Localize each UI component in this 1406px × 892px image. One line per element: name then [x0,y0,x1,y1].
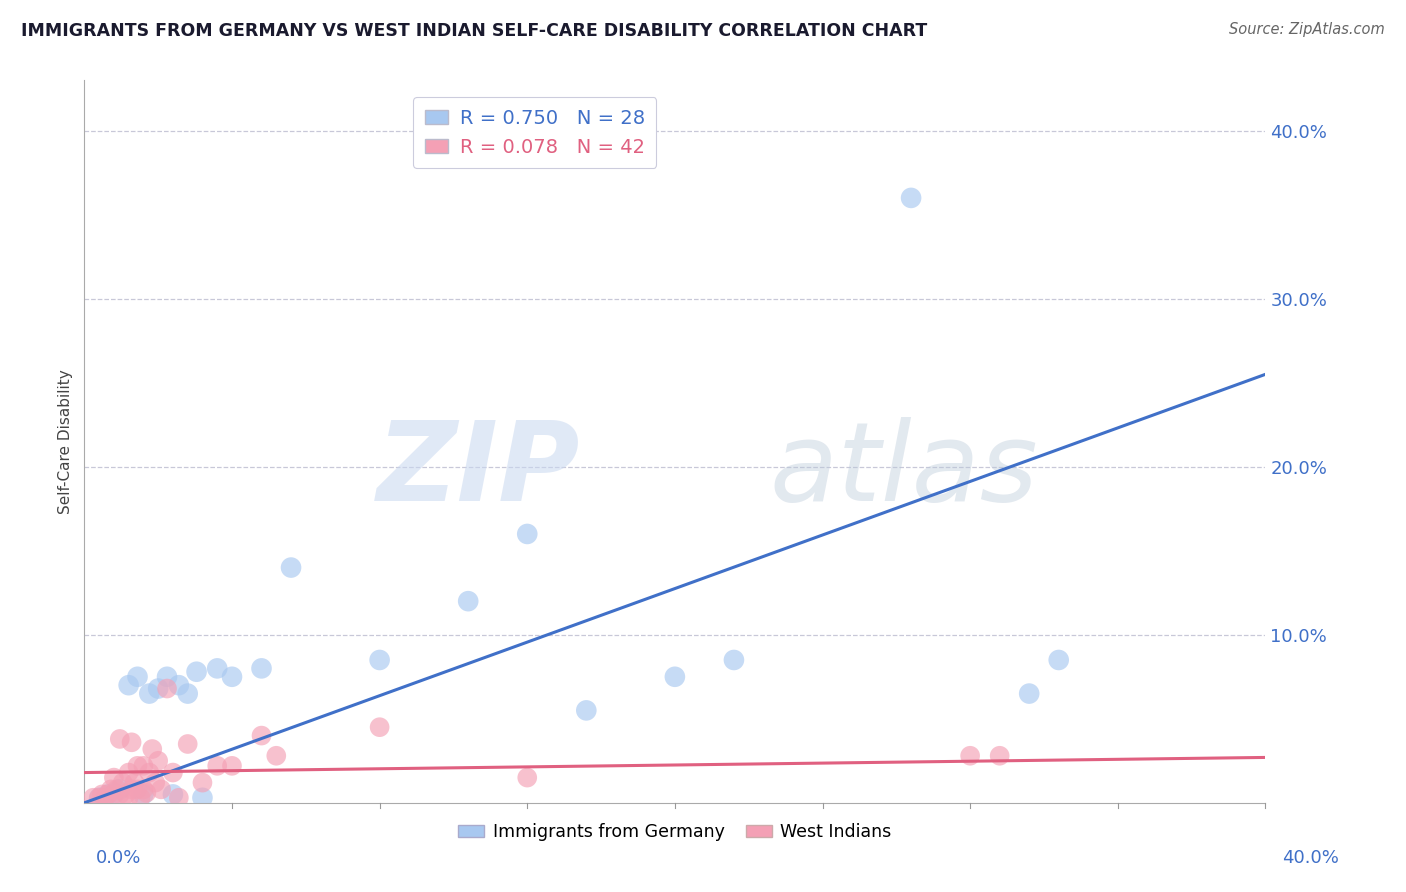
Point [127,759,149,773]
Point [148,754,170,768]
Point [1047,653,1070,667]
Point [121,782,143,797]
Point [143,775,166,789]
Point [156,670,179,684]
Point [162,788,184,802]
Point [114,788,136,802]
Point [127,782,149,797]
Point [87,790,111,805]
Point [124,775,146,789]
Point [516,527,538,541]
Point [91,788,114,802]
Point [132,788,155,802]
Point [368,653,391,667]
Point [135,786,157,800]
Point [207,661,229,675]
Point [132,759,155,773]
Text: ZIP: ZIP [377,417,581,524]
Point [103,788,125,802]
Point [97,788,120,802]
Point [148,681,170,696]
Point [127,670,149,684]
Point [988,748,1011,763]
Point [94,790,117,805]
Point [118,765,141,780]
Point [100,782,122,797]
Point [1018,687,1040,701]
Text: 40.0%: 40.0% [1282,849,1339,867]
Point [138,687,160,701]
Point [266,748,288,763]
Point [82,790,104,805]
Point [900,191,922,205]
Point [516,771,538,785]
Text: IMMIGRANTS FROM GERMANY VS WEST INDIAN SELF-CARE DISABILITY CORRELATION CHART: IMMIGRANTS FROM GERMANY VS WEST INDIAN S… [21,22,928,40]
Point [103,788,125,802]
Point [221,670,243,684]
Text: Source: ZipAtlas.com: Source: ZipAtlas.com [1229,22,1385,37]
Point [177,737,200,751]
Point [191,790,214,805]
Point [108,788,131,802]
Point [108,782,131,797]
Point [723,653,745,667]
Point [186,665,208,679]
Text: atlas: atlas [769,417,1038,524]
Point [118,790,141,805]
Point [280,560,302,574]
Point [150,782,173,797]
Point [664,670,686,684]
Point [105,782,128,797]
Point [167,678,190,692]
Text: 0.0%: 0.0% [96,849,141,867]
Point [87,790,111,805]
Point [250,661,273,675]
Point [132,782,155,797]
Point [191,775,214,789]
Point [167,790,190,805]
Point [103,771,125,785]
Point [457,594,479,608]
Point [121,735,143,749]
Point [97,788,120,802]
Point [221,759,243,773]
Point [129,790,152,805]
Y-axis label: Self-Care Disability: Self-Care Disability [58,369,73,514]
Point [575,703,598,717]
Point [156,681,179,696]
Point [108,731,131,746]
Point [368,720,391,734]
Point [207,759,229,773]
Legend: Immigrants from Germany, West Indians: Immigrants from Germany, West Indians [451,816,898,848]
Point [250,729,273,743]
Point [111,775,134,789]
Point [162,765,184,780]
Point [141,742,163,756]
Point [118,678,141,692]
Point [177,687,200,701]
Point [138,765,160,780]
Point [959,748,981,763]
